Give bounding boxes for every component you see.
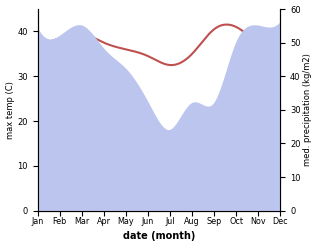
X-axis label: date (month): date (month) (123, 231, 195, 242)
Y-axis label: max temp (C): max temp (C) (5, 81, 15, 139)
Y-axis label: med. precipitation (kg/m2): med. precipitation (kg/m2) (303, 53, 313, 166)
